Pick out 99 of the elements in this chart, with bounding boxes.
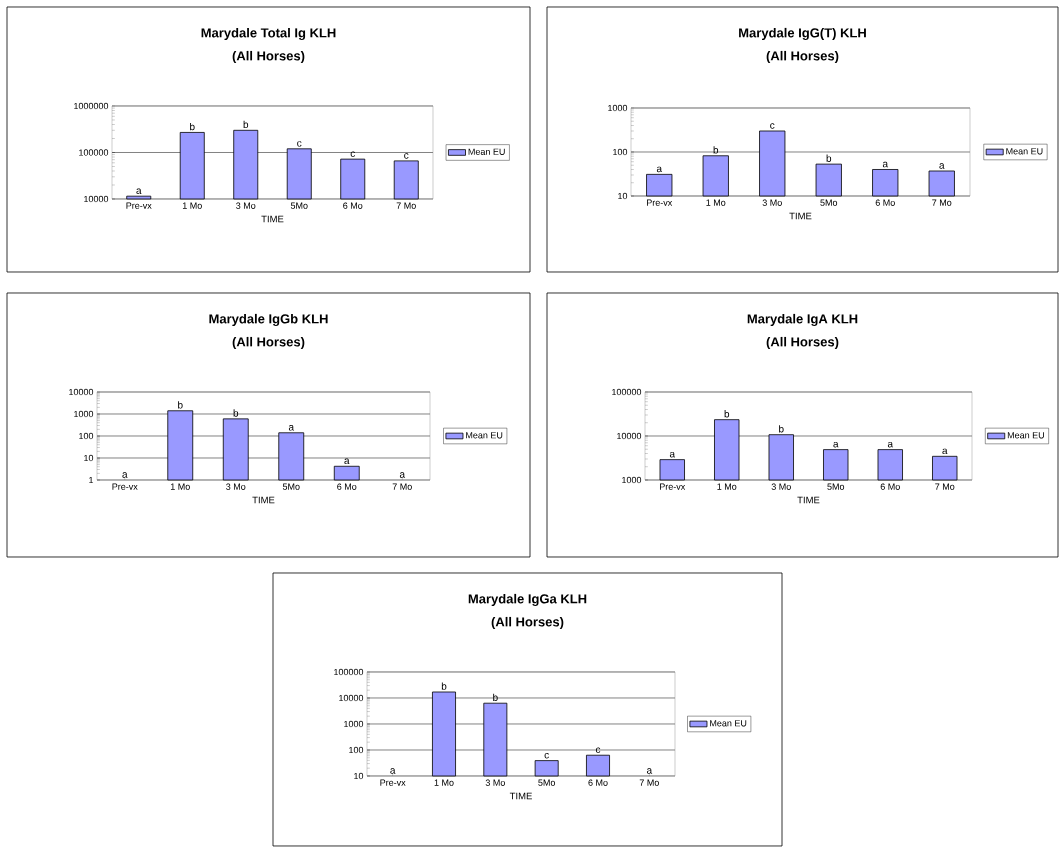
data-label: c bbox=[404, 153, 409, 159]
y-tick-label: 1000 bbox=[622, 476, 642, 484]
x-tick-label: 1 Mo bbox=[706, 199, 726, 206]
data-label: b bbox=[713, 146, 719, 154]
data-label: b bbox=[441, 682, 447, 690]
x-tick-label: 1 Mo bbox=[182, 202, 202, 209]
data-label: b bbox=[243, 120, 249, 129]
chart-subtitle: (All Horses) bbox=[232, 50, 305, 64]
x-tick-label: 7 Mo bbox=[639, 779, 659, 786]
x-tick-label: Pre-vx bbox=[112, 483, 138, 490]
data-label: a bbox=[344, 458, 350, 465]
x-tick-label: 3 Mo bbox=[226, 483, 246, 490]
text: a bbox=[390, 768, 396, 774]
x-tick-label: 6 Mo bbox=[875, 199, 895, 206]
y-tick-label: 100 bbox=[613, 148, 628, 156]
data-label: a bbox=[833, 441, 839, 448]
y-tick-label: 100 bbox=[79, 432, 94, 440]
y-tick-label: 10000 bbox=[339, 694, 364, 702]
y-tick-label: 100000 bbox=[612, 388, 642, 396]
x-tick-label: 6 Mo bbox=[343, 202, 363, 209]
data-label: b bbox=[233, 409, 239, 417]
data-label: c bbox=[297, 141, 302, 147]
data-label: c bbox=[350, 151, 355, 157]
data-label: b bbox=[493, 693, 498, 701]
text: a bbox=[399, 472, 406, 478]
x-tick-label: 5Mo bbox=[820, 199, 838, 206]
y-tick-label: 10 bbox=[354, 772, 364, 780]
x-tick-label: Pre-vx bbox=[126, 202, 152, 209]
y-tick-label: 1000 bbox=[608, 104, 628, 112]
x-tick-label: 3 Mo bbox=[485, 779, 505, 786]
x-tick-label: 5Mo bbox=[827, 483, 845, 490]
data-label: c bbox=[595, 747, 601, 753]
x-axis-title: TIME bbox=[789, 212, 812, 220]
x-axis-title: TIME bbox=[509, 792, 532, 800]
x-tick-label: 5Mo bbox=[538, 779, 556, 786]
data-label: a bbox=[669, 451, 676, 458]
x-tick-label: 1 Mo bbox=[434, 779, 454, 786]
x-tick-label: 3 Mo bbox=[236, 202, 256, 209]
data-label: b bbox=[178, 401, 183, 409]
x-tick-label: 7 Mo bbox=[396, 202, 416, 209]
data-label: a bbox=[942, 448, 948, 455]
y-tick-label: 100000 bbox=[79, 149, 109, 156]
legend-label: Mean EU bbox=[468, 148, 505, 155]
x-tick-label: 7 Mo bbox=[932, 199, 952, 206]
x-axis-title: TIME bbox=[252, 496, 275, 504]
chart-subtitle: (All Horses) bbox=[491, 616, 564, 630]
y-tick-label: 1000 bbox=[74, 410, 94, 418]
legend-label: Mean EU bbox=[466, 432, 503, 439]
y-tick-label: 100 bbox=[349, 746, 364, 754]
data-label: a bbox=[887, 441, 894, 448]
data-label: a bbox=[939, 163, 945, 169]
chart-subtitle: (All Horses) bbox=[766, 336, 839, 350]
chart-subtitle: (All Horses) bbox=[766, 50, 839, 64]
x-axis-title: TIME bbox=[261, 215, 284, 223]
y-tick-label: 1000 bbox=[344, 720, 364, 728]
y-tick-label: 10000 bbox=[617, 432, 642, 440]
y-tick-label: 1 bbox=[89, 476, 94, 484]
chart-title: Marydale IgGa KLH bbox=[468, 593, 587, 607]
chart-title: Marydale IgGb KLH bbox=[209, 313, 328, 327]
chart-subtitle: (All Horses) bbox=[232, 336, 305, 350]
text: a bbox=[122, 472, 128, 478]
data-label: a bbox=[136, 188, 142, 194]
x-tick-label: Pre-vx bbox=[380, 779, 406, 786]
legend-label: Mean EU bbox=[710, 720, 747, 727]
data-label: c bbox=[770, 123, 775, 129]
legend-label: Mean EU bbox=[1006, 148, 1043, 155]
data-label: c bbox=[544, 752, 549, 759]
x-tick-label: 6 Mo bbox=[880, 483, 900, 490]
legend-label: Mean EU bbox=[1007, 432, 1044, 439]
x-tick-label: 1 Mo bbox=[170, 483, 190, 490]
data-label: b bbox=[724, 410, 730, 418]
x-axis-title: TIME bbox=[797, 496, 820, 504]
x-tick-label: 7 Mo bbox=[935, 483, 955, 490]
text: a bbox=[646, 768, 653, 774]
y-tick-label: 100000 bbox=[334, 668, 364, 676]
x-tick-label: 5Mo bbox=[282, 483, 300, 490]
data-label: b bbox=[826, 154, 832, 162]
x-tick-label: 5Mo bbox=[290, 202, 308, 209]
x-tick-label: 6 Mo bbox=[337, 483, 357, 490]
x-tick-label: Pre-vx bbox=[646, 199, 673, 206]
x-tick-label: Pre-vx bbox=[659, 483, 686, 490]
x-tick-label: 3 Mo bbox=[771, 483, 791, 490]
y-tick-label: 10 bbox=[618, 192, 628, 200]
chart-title: Marydale IgA KLH bbox=[747, 313, 858, 327]
data-label: a bbox=[656, 166, 663, 173]
y-tick-label: 10 bbox=[84, 454, 94, 462]
y-tick-label: 10000 bbox=[84, 195, 109, 203]
x-tick-label: 6 Mo bbox=[588, 779, 608, 786]
y-tick-label: 10000 bbox=[69, 388, 94, 396]
x-tick-label: 7 Mo bbox=[392, 483, 412, 490]
data-label: a bbox=[882, 161, 889, 168]
chart-title: Marydale IgG(T) KLH bbox=[739, 27, 866, 41]
data-label: b bbox=[779, 425, 784, 433]
x-tick-label: 1 Mo bbox=[717, 483, 737, 490]
y-tick-label: 1000000 bbox=[74, 102, 109, 110]
data-label: a bbox=[288, 425, 295, 431]
x-tick-label: 3 Mo bbox=[762, 199, 782, 206]
chart-title: Marydale Total Ig KLH bbox=[201, 27, 336, 41]
data-label: b bbox=[190, 122, 195, 131]
